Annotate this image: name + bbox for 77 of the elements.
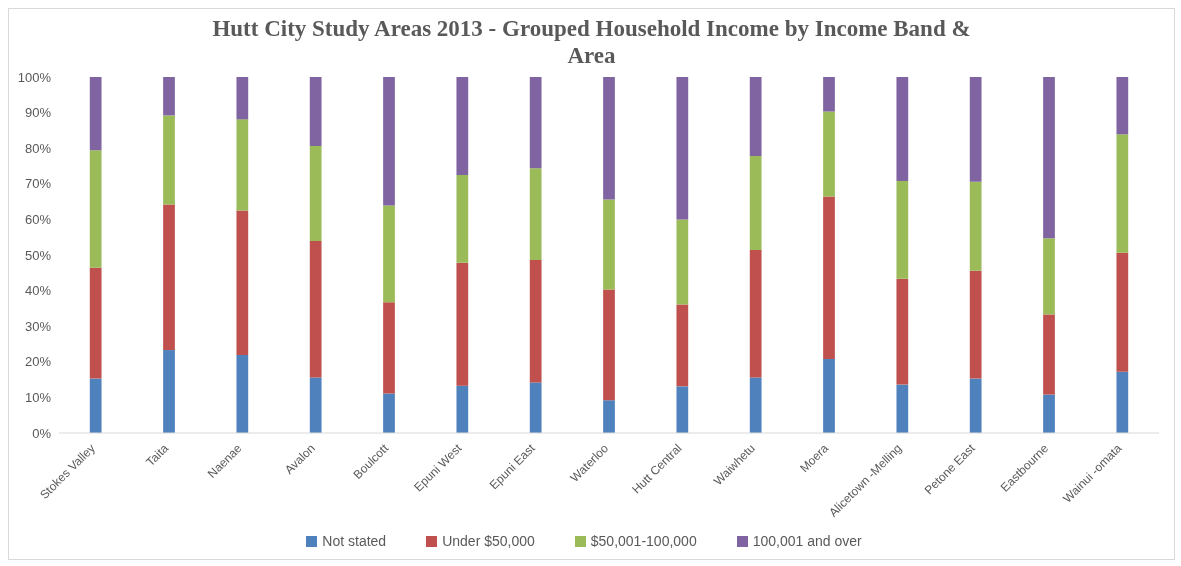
- bar: [456, 77, 469, 175]
- bar: [236, 355, 249, 433]
- bar: [1116, 134, 1129, 253]
- bar: [896, 180, 909, 279]
- bar: [1043, 238, 1055, 315]
- bar: [383, 77, 395, 206]
- y-tick-label: 20%: [24, 354, 52, 370]
- bar: [236, 210, 249, 356]
- bar: [309, 377, 322, 433]
- bar: [603, 289, 615, 401]
- y-tick-label: 40%: [24, 283, 52, 299]
- chart-title: Hutt City Study Areas 2013 - Grouped Household Income by Income Band & Area: [211, 15, 972, 69]
- bar: [163, 204, 175, 351]
- bar: [823, 358, 835, 433]
- y-tick-label: 0%: [32, 425, 52, 441]
- bar: [749, 156, 762, 251]
- bar: [969, 181, 982, 271]
- bar: [823, 77, 835, 112]
- bar: [236, 77, 249, 120]
- bar: [456, 385, 469, 433]
- bar: [676, 304, 689, 387]
- bar: [309, 146, 322, 242]
- bar: [383, 302, 395, 394]
- y-tick-label: 80%: [24, 140, 52, 156]
- bar: [749, 377, 762, 433]
- bar: [89, 378, 102, 433]
- bar: [603, 77, 615, 200]
- bar: [163, 115, 175, 205]
- legend-label: Under $50,000: [442, 533, 535, 549]
- y-tick-label: 60%: [24, 212, 52, 228]
- bar: [89, 77, 102, 151]
- bar: [896, 384, 909, 433]
- bar: [89, 267, 102, 379]
- bar: [383, 393, 395, 433]
- bar: [163, 350, 175, 433]
- bar: [969, 270, 982, 379]
- y-tick-label: 100%: [17, 69, 52, 85]
- bar: [1043, 394, 1055, 433]
- bar: [383, 205, 395, 303]
- y-tick-label: 30%: [24, 318, 52, 334]
- bar: [1116, 371, 1129, 433]
- x-tick-label: Taita: [143, 441, 172, 470]
- legend-label: $50,001-100,000: [590, 533, 697, 549]
- bar: [529, 77, 542, 169]
- bar: [823, 196, 835, 359]
- bar: [309, 77, 322, 147]
- bar: [969, 77, 982, 182]
- y-tick-label: 70%: [24, 176, 52, 192]
- bar: [529, 259, 542, 383]
- bar: [456, 262, 469, 386]
- bar: [89, 150, 102, 268]
- bar: [163, 77, 175, 116]
- bar: [896, 278, 909, 385]
- bar: [529, 168, 542, 260]
- bar: [749, 250, 762, 378]
- bar: [1043, 314, 1055, 395]
- bar: [309, 241, 322, 378]
- bar: [603, 400, 615, 433]
- bar: [236, 119, 249, 211]
- bar: [823, 111, 835, 197]
- bar: [603, 199, 615, 290]
- bar: [676, 219, 689, 305]
- y-tick-label: 50%: [24, 247, 52, 263]
- bar: [749, 77, 762, 157]
- legend-label: Not stated: [322, 533, 387, 549]
- legend-label: 100,001 and over: [752, 533, 862, 549]
- bar: [676, 386, 689, 433]
- y-tick-label: 10%: [24, 390, 52, 406]
- bar: [969, 378, 982, 433]
- bar: [676, 77, 689, 220]
- bar: [1116, 77, 1129, 135]
- bar: [456, 174, 469, 263]
- bar: [1116, 252, 1129, 372]
- bar: [529, 382, 542, 433]
- y-tick-label: 90%: [24, 105, 52, 121]
- bar: [1043, 77, 1055, 239]
- bar: [896, 77, 909, 181]
